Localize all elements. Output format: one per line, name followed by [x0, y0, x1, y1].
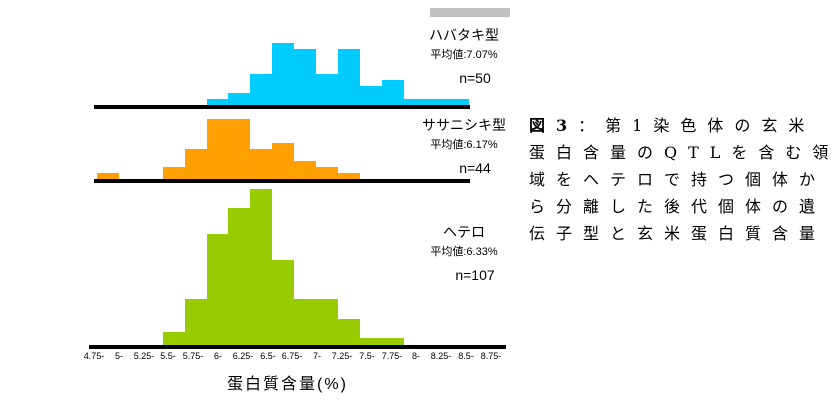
histogram-bar: [272, 143, 294, 179]
x-axis-line: [94, 105, 470, 109]
gray-marker-bar: [430, 8, 510, 17]
histogram-bar: [382, 338, 404, 345]
x-tick-label: 7.75-: [381, 351, 403, 361]
series-label-block-sasanishiki: ササニシキ型 平均値:6.17% n=44: [408, 117, 520, 176]
histogram-bar: [360, 338, 382, 345]
series-label-block-hetero: ヘテロ 平均値:6.33% n=107: [408, 224, 520, 283]
histogram-bar: [338, 319, 360, 345]
histogram-bar: [316, 299, 338, 345]
x-axis-title: 蛋白質含量(%): [227, 376, 348, 393]
x-tick-label: 6.75-: [281, 351, 303, 361]
caption-figure-number: 図3: [529, 116, 579, 135]
series-name: ヘテロ: [443, 224, 485, 240]
histogram-bar: [426, 99, 447, 105]
x-tick-label: 7-: [312, 351, 321, 361]
histogram-bar: [97, 173, 119, 179]
series-n-label: n=50: [459, 70, 491, 86]
histogram-bar: [272, 43, 294, 105]
x-axis-line: [89, 345, 506, 349]
x-tick-label: 5.25-: [133, 351, 155, 361]
caption-line: 蛋白含量のQTLを含む領: [529, 143, 839, 162]
histogram-bar: [250, 189, 272, 345]
x-tick-label: 8-: [411, 351, 420, 361]
histogram-bar: [250, 149, 272, 179]
histogram-bar: [316, 167, 338, 179]
series-mean-label: 平均値:6.33%: [430, 246, 498, 258]
caption-line: ら分離した後代個体の遺: [529, 197, 827, 216]
histogram-bar: [163, 167, 185, 179]
histogram-bar: [382, 80, 404, 105]
histogram-bar: [447, 99, 469, 105]
series-name: ササニシキ型: [422, 117, 506, 133]
x-tick-label: 5.5-: [160, 351, 176, 361]
histogram-bar: [207, 99, 228, 105]
x-tick-label: 8.25-: [430, 351, 452, 361]
histogram-bar: [207, 119, 228, 179]
series-name: ハバタキ型: [429, 27, 499, 43]
x-axis-line: [94, 179, 470, 183]
histogram-bar: [404, 99, 426, 105]
caption-line: 図3：第1染色体の玄米: [529, 116, 816, 135]
histogram-bar: [185, 149, 207, 179]
histogram-bar: [316, 74, 338, 105]
series-n-label: n=107: [455, 267, 495, 283]
histogram-bar: [228, 93, 250, 105]
series-mean-label: 平均値:7.07%: [430, 49, 498, 61]
x-tick-label: 7.5-: [359, 351, 375, 361]
series-mean-label: 平均値:6.17%: [430, 139, 498, 151]
histogram-bar: [272, 260, 294, 345]
histogram-bar: [228, 119, 250, 179]
histogram-bar: [338, 49, 360, 105]
figure-caption: 図3：第1染色体の玄米 蛋白含量のQTLを含む領 域をヘテロで持つ個体か ら分離…: [529, 112, 839, 247]
x-tick-label: 6-: [213, 351, 222, 361]
histogram-bar: [250, 74, 272, 105]
caption-line: 域をヘテロで持つ個体か: [529, 170, 827, 189]
histogram-bar: [207, 234, 228, 345]
x-tick-label: 7.25-: [331, 351, 353, 361]
histogram-bar: [294, 299, 316, 345]
x-tick-label: 5.75-: [182, 351, 204, 361]
histogram-bar: [185, 299, 207, 345]
x-tick-label: 6.5-: [260, 351, 276, 361]
series-label-block-habataki: ハバタキ型 平均値:7.07% n=50: [408, 27, 520, 86]
x-tick-label: 4.75-: [83, 351, 105, 361]
histogram-bar: [163, 332, 185, 345]
caption-line: 伝子型と玄米蛋白質含量: [529, 224, 827, 243]
histogram-bar: [294, 49, 316, 105]
x-tick-label: 8.5-: [458, 351, 474, 361]
histogram-bar: [338, 173, 360, 179]
histogram-bar: [360, 86, 382, 105]
x-tick-label: 8.75-: [480, 351, 502, 361]
series-n-label: n=44: [459, 160, 491, 176]
x-tick-label: 5-: [114, 351, 123, 361]
x-tick-label: 6.25-: [232, 351, 254, 361]
histogram-bar: [294, 161, 316, 179]
histogram-bar: [228, 208, 250, 345]
